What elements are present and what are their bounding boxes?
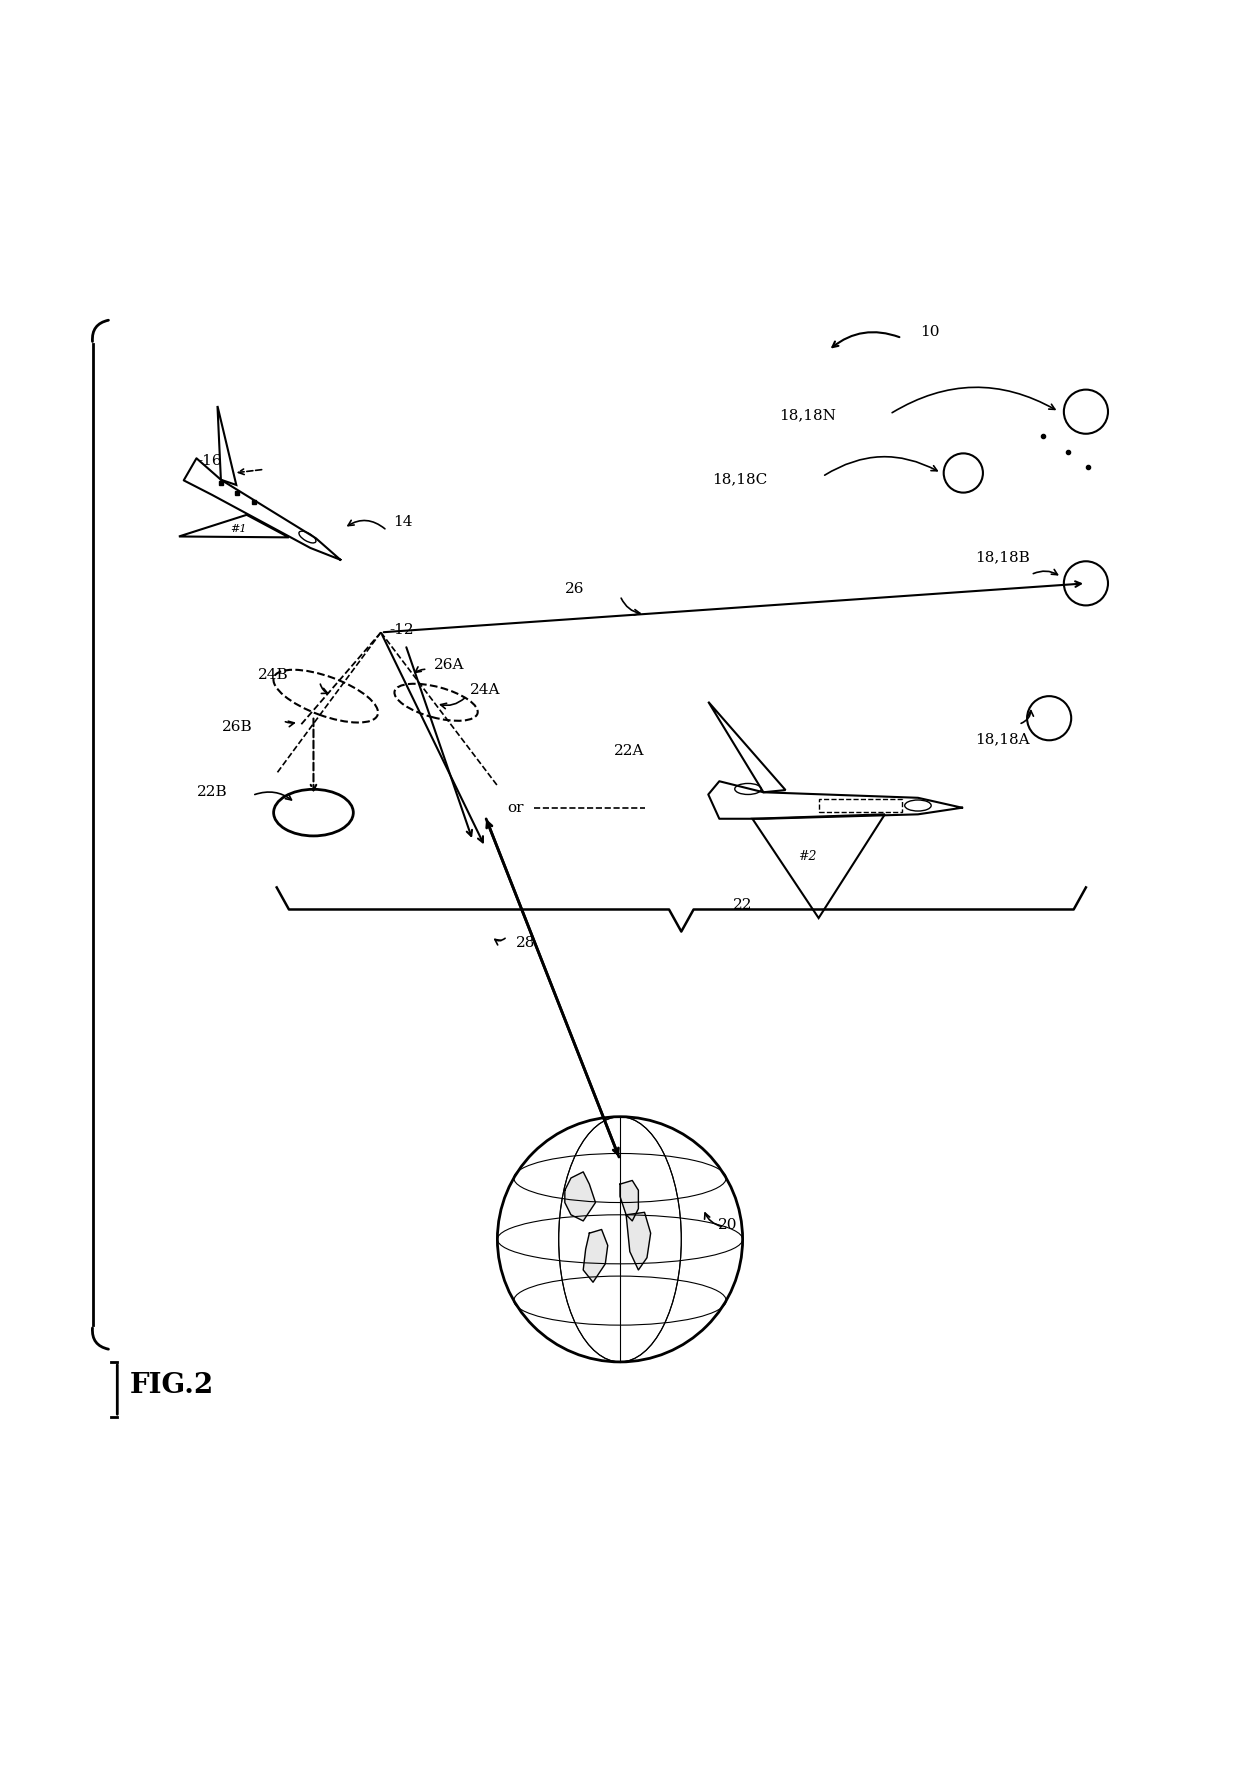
Text: 20: 20 [718, 1217, 738, 1231]
Text: 26B: 26B [222, 720, 252, 733]
Text: 18,18A: 18,18A [976, 733, 1030, 745]
Text: 18,18B: 18,18B [976, 550, 1030, 564]
Text: 22: 22 [733, 898, 753, 912]
Text: 18,18N: 18,18N [780, 409, 836, 423]
Text: 22B: 22B [197, 785, 228, 799]
Polygon shape [583, 1229, 608, 1283]
Text: 10: 10 [920, 324, 940, 339]
Polygon shape [626, 1213, 651, 1271]
Text: #1: #1 [231, 523, 247, 534]
Text: 28: 28 [516, 935, 536, 950]
Text: 22A: 22A [614, 744, 645, 758]
Text: 26: 26 [565, 582, 584, 597]
Text: 18,18C: 18,18C [712, 471, 768, 486]
Text: 26A: 26A [434, 658, 464, 672]
Text: 24A: 24A [470, 683, 501, 697]
Text: 14: 14 [393, 514, 413, 529]
Text: or: or [507, 801, 525, 815]
Polygon shape [565, 1172, 595, 1220]
Text: 24B: 24B [258, 668, 289, 683]
Text: -12: -12 [389, 624, 414, 636]
Text: FIG.2: FIG.2 [129, 1371, 213, 1398]
Text: #2: #2 [799, 849, 817, 862]
Polygon shape [620, 1181, 639, 1220]
Text: -16: -16 [197, 453, 222, 468]
